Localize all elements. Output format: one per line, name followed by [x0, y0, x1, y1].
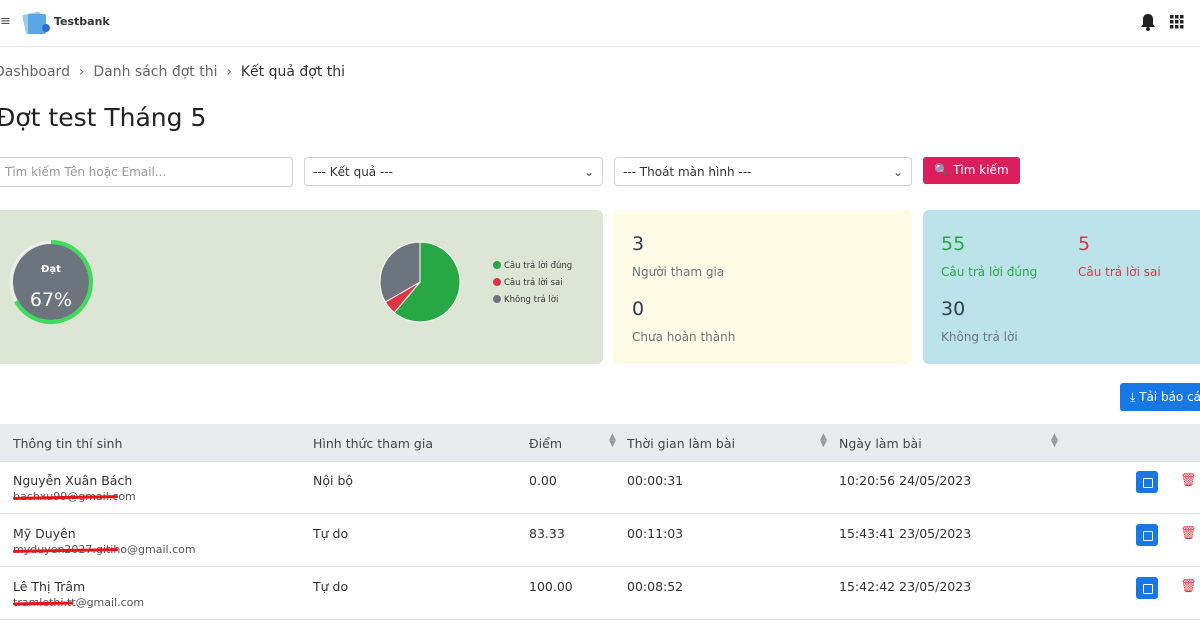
sort-icon[interactable]: ▲ ▼ [1051, 432, 1058, 449]
button-text: Tải báo cáo [1139, 390, 1200, 404]
cell: 10:20:56 24/05/2023 [839, 473, 972, 488]
cell: 15:42:42 23/05/2023 [839, 579, 972, 594]
logo [22, 11, 50, 35]
cell: Nội bộ [313, 473, 354, 488]
wrong-label: Câu trả lời sai [1078, 265, 1161, 279]
candidate-name: Lê Thị Trâm [13, 579, 86, 594]
answers-card [923, 210, 1200, 364]
participants-card [613, 210, 912, 364]
exit-select[interactable]: --- Thoát màn hình --- ⌄ [614, 157, 912, 186]
incomplete-count: 0 [632, 298, 645, 320]
pie-slice [379, 241, 421, 303]
placeholder: Tìm kiếm Tên hoặc Email... [5, 165, 167, 179]
legend-label: Câu trả lời đúng [504, 260, 572, 271]
candidate-name: Nguyễn Xuân Bách [13, 473, 133, 488]
button-text: Tìm kiếm [953, 163, 1009, 177]
select-text: --- Thoát màn hình --- [623, 165, 752, 179]
breadcrumb-current: Kết quả đợt thi [240, 64, 346, 80]
pie-slice [393, 241, 461, 323]
wrong-count: 5 [1078, 233, 1091, 255]
cell: 0.00 [529, 473, 557, 488]
breadcrumb-link[interactable]: Dashboard [0, 64, 70, 80]
sort-icon[interactable]: ▲ ▼ [609, 432, 616, 449]
donut-value: 67% [30, 289, 72, 311]
unanswered-count: 30 [941, 298, 966, 320]
legend-label: Không trả lời [504, 294, 558, 305]
legend-swatch [493, 295, 501, 303]
column-header[interactable]: Ngày làm bài [839, 436, 922, 451]
candidate-name: Mỹ Duyên [13, 526, 76, 541]
row [0, 461, 1200, 514]
legend-label: Câu trả lời sai [504, 277, 563, 288]
unanswered-label: Không trả lời [941, 330, 1018, 344]
incomplete-label: Chưa hoàn thành [632, 330, 736, 344]
breadcrumb: Dashboard › Danh sách đợt thi › Kết quả … [0, 64, 345, 80]
participants-count: 3 [632, 233, 645, 255]
bell-icon[interactable] [1140, 13, 1156, 31]
cell: 00:11:03 [627, 526, 684, 541]
delete-button[interactable]: 🗑 [1180, 579, 1197, 594]
delete-button[interactable]: 🗑 [1180, 526, 1197, 541]
column-header[interactable]: Điểm [529, 436, 563, 451]
cell: 00:08:52 [627, 579, 684, 594]
cell: 83.33 [529, 526, 565, 541]
select-text: --- Kết quả --- [313, 165, 393, 179]
participants-label: Người tham gia [632, 265, 725, 279]
top-bar [0, 0, 1200, 47]
delete-button[interactable]: 🗑 [1180, 473, 1197, 488]
column-header: Hình thức tham gia [313, 436, 433, 451]
correct-label: Câu trả lời đúng [941, 265, 1038, 279]
row [0, 567, 1200, 620]
donut-label: Đạt [41, 264, 61, 275]
donut-arc [14, 240, 93, 324]
row [0, 514, 1200, 567]
cell: Tự do [313, 579, 349, 594]
candidate-email: tramlethi.tt@gmail.com [13, 596, 145, 609]
cell: 15:43:41 23/05/2023 [839, 526, 972, 541]
correct-count: 55 [941, 233, 966, 255]
download-button[interactable]: ⤓ Tải báo cáo [1120, 383, 1200, 411]
donut-center [13, 244, 89, 320]
view-button[interactable] [1136, 524, 1158, 546]
legend-swatch [493, 278, 501, 286]
brand: Testbank [54, 15, 110, 28]
result-select[interactable]: --- Kết quả --- ⌄ [304, 157, 603, 186]
summary-card [0, 210, 603, 364]
cell: Tự do [313, 526, 349, 541]
cell: 100.00 [529, 579, 573, 594]
column-header: Thông tin thí sinh [13, 436, 123, 451]
apps-icon[interactable] [1170, 15, 1184, 29]
sort-icon[interactable]: ▲ ▼ [820, 432, 827, 449]
legend-swatch [493, 261, 501, 269]
view-button[interactable] [1136, 577, 1158, 599]
search-input[interactable]: Tìm kiếm Tên hoặc Email... [0, 157, 293, 187]
search-button[interactable]: 🔍 Tìm kiếm [923, 157, 1020, 184]
breadcrumb-link[interactable]: Danh sách đợt thi [93, 64, 218, 80]
column-header[interactable]: Thời gian làm bài [627, 436, 735, 451]
table-header [0, 424, 1200, 462]
menu-icon[interactable]: ≡ [0, 14, 11, 29]
view-button[interactable] [1136, 471, 1158, 493]
page-title: Đợt test Tháng 5 [0, 103, 207, 132]
cell: 00:00:31 [627, 473, 684, 488]
summary-chart: Đạt 67% Câu trả lời đúng Câu trả lời sai K… [9, 240, 572, 324]
